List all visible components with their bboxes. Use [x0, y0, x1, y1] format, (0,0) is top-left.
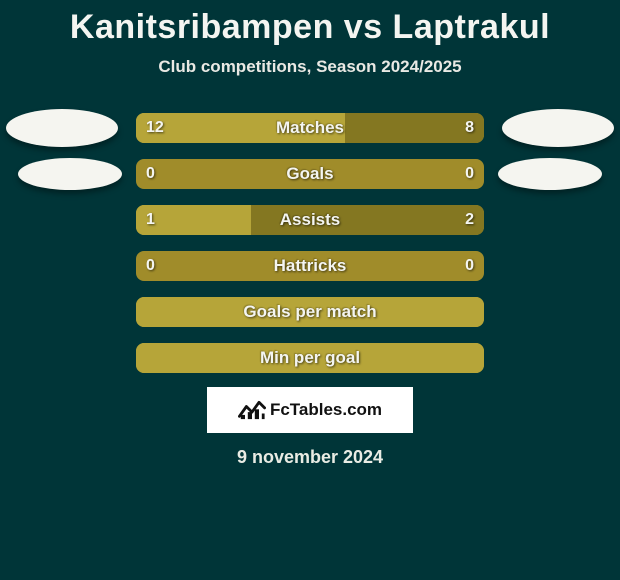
brand-text: FcTables.com [270, 400, 382, 420]
stat-label: Goals per match [243, 302, 376, 322]
stat-label: Goals [286, 164, 333, 184]
brand-box: FcTables.com [207, 387, 413, 433]
stat-bar: Matches 12 8 [136, 113, 484, 143]
stat-bar: Min per goal [136, 343, 484, 373]
stat-value-left: 0 [146, 165, 155, 183]
date-text: 9 november 2024 [0, 447, 620, 468]
comparison-infographic: Kanitsribampen vs Laptrakul Club competi… [0, 0, 620, 580]
stat-label: Assists [280, 210, 340, 230]
player-ellipse-right [502, 109, 614, 147]
stat-bar-right [345, 113, 484, 143]
chart-icon [238, 399, 266, 421]
stat-value-left: 0 [146, 257, 155, 275]
stat-value-right: 0 [465, 165, 474, 183]
stat-label: Matches [276, 118, 344, 138]
stat-bar: Assists 1 2 [136, 205, 484, 235]
stat-label: Hattricks [274, 256, 347, 276]
player-ellipse-left [6, 109, 118, 147]
stat-bar: Hattricks 0 0 [136, 251, 484, 281]
stat-value-left: 1 [146, 211, 155, 229]
stat-row: Min per goal [0, 335, 620, 381]
stat-value-right: 0 [465, 257, 474, 275]
player-ellipse-right [498, 158, 602, 190]
stat-rows: Matches128Goals00Assists12Hattricks00Goa… [0, 105, 620, 381]
stat-value-right: 8 [465, 119, 474, 137]
stat-row: Assists 1 2 [0, 197, 620, 243]
player-ellipse-left [18, 158, 122, 190]
stat-row: Goals per match [0, 289, 620, 335]
stat-value-right: 2 [465, 211, 474, 229]
page-subtitle: Club competitions, Season 2024/2025 [0, 57, 620, 77]
stat-bar: Goals per match [136, 297, 484, 327]
page-title: Kanitsribampen vs Laptrakul [0, 8, 620, 47]
stat-label: Min per goal [260, 348, 360, 368]
stat-row: Matches 12 8 [0, 105, 620, 151]
stat-row: Hattricks 0 0 [0, 243, 620, 289]
stat-bar: Goals 0 0 [136, 159, 484, 189]
stat-value-left: 12 [146, 119, 164, 137]
stat-row: Goals 0 0 [0, 151, 620, 197]
